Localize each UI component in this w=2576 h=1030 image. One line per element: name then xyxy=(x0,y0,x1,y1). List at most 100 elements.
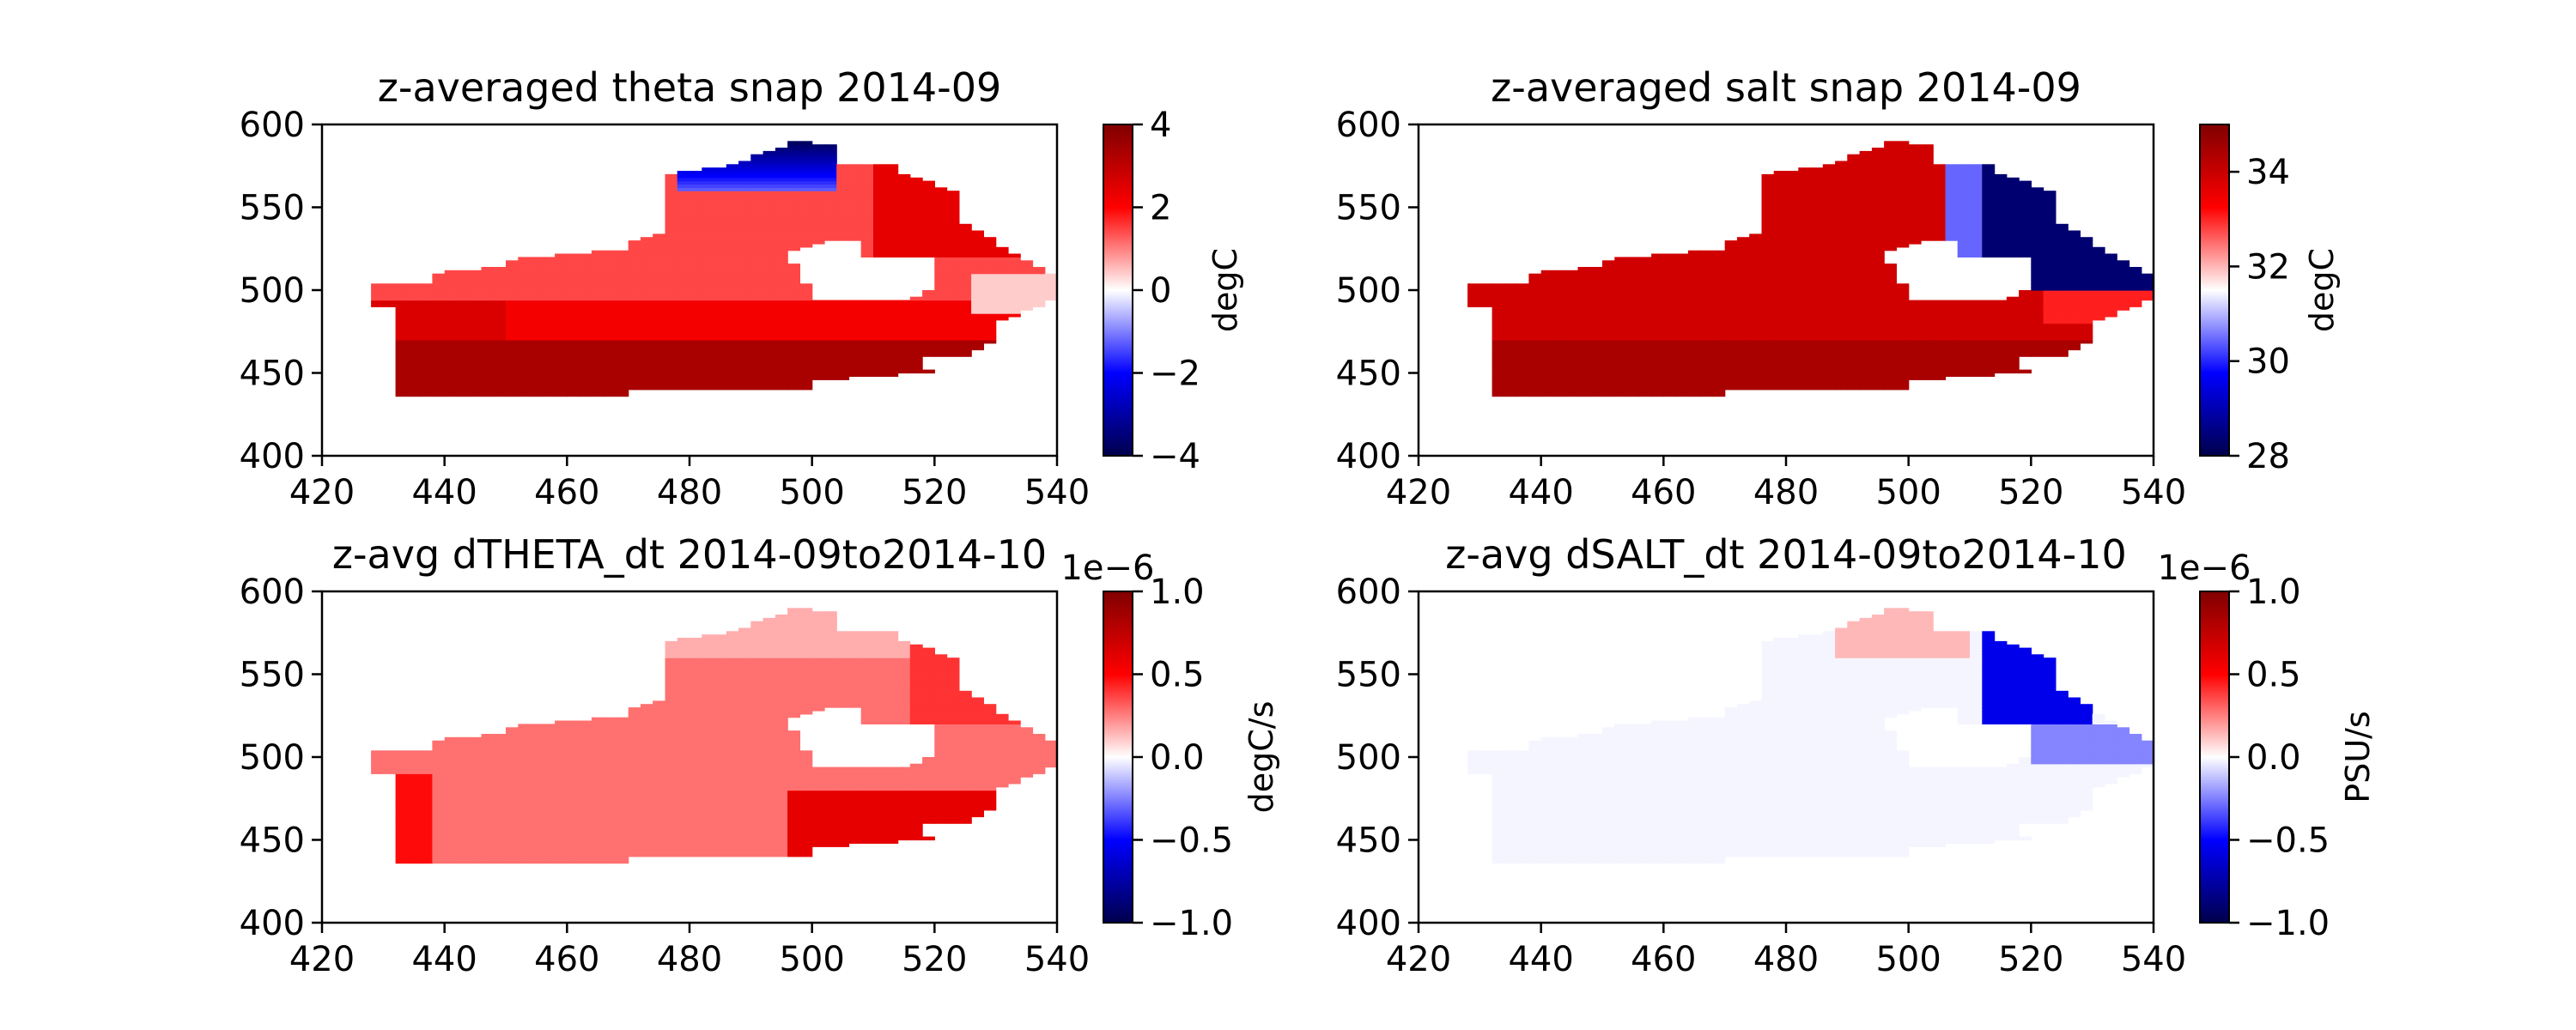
field-cell xyxy=(2031,316,2044,321)
field-cell xyxy=(1908,369,1922,374)
field-cell xyxy=(1810,207,1824,211)
field-cell xyxy=(1859,373,1873,377)
field-cell xyxy=(836,346,850,351)
field-cell xyxy=(469,303,483,307)
field-cell xyxy=(1663,253,1677,258)
field-cell xyxy=(726,240,739,245)
field-cell xyxy=(848,333,862,337)
field-cell xyxy=(1552,346,1566,351)
field-cell xyxy=(677,373,690,377)
field-cell xyxy=(775,369,788,374)
field-cell xyxy=(1810,257,1824,261)
field-cell xyxy=(530,310,544,314)
field-cell xyxy=(762,194,776,198)
field-cell xyxy=(2055,290,2069,294)
field-cell xyxy=(946,250,960,255)
field-cell xyxy=(1982,167,1996,172)
field-cell xyxy=(2043,260,2057,264)
field-cell xyxy=(2043,267,2057,271)
field-cell xyxy=(444,270,458,275)
field-cell xyxy=(1994,220,2008,225)
field-cell xyxy=(775,207,788,211)
field-cell xyxy=(1504,296,1517,301)
field-cell xyxy=(420,283,433,288)
field-cell xyxy=(787,360,800,364)
field-cell xyxy=(958,353,972,357)
field-cell xyxy=(1822,323,1836,328)
field-cell xyxy=(1749,250,1763,255)
field-cell xyxy=(506,280,519,284)
field-cell xyxy=(1773,287,1787,291)
field-cell xyxy=(1687,257,1701,261)
field-cell xyxy=(481,366,495,371)
field-cell xyxy=(1884,223,1897,228)
field-cell xyxy=(762,187,776,191)
field-cell xyxy=(1933,223,1947,228)
field-cell xyxy=(2068,296,2081,301)
field-cell xyxy=(616,342,629,348)
field-cell xyxy=(823,306,837,311)
field-cell xyxy=(750,240,764,245)
field-cell xyxy=(958,303,972,307)
field-cell xyxy=(922,313,935,318)
field-cell xyxy=(750,194,764,198)
field-cell xyxy=(591,373,605,377)
field-cell xyxy=(738,346,751,351)
field-cell xyxy=(1565,373,1579,377)
field-cell xyxy=(1933,336,1947,341)
field-cell xyxy=(591,257,605,261)
field-cell xyxy=(690,349,702,354)
field-cell xyxy=(1871,313,1885,318)
field-cell xyxy=(714,360,727,364)
field-cell xyxy=(1638,360,1652,364)
field-cell xyxy=(2019,290,2032,294)
field-cell xyxy=(946,330,960,334)
field-cell xyxy=(946,270,960,275)
field-cell xyxy=(2043,257,2057,261)
field-cell xyxy=(1835,300,1848,305)
field-cell xyxy=(1565,330,1579,334)
field-cell xyxy=(518,283,532,288)
field-cell xyxy=(1871,171,1885,175)
field-cell xyxy=(750,223,764,228)
field-cell xyxy=(983,300,997,305)
field-cell xyxy=(702,194,715,198)
field-cell xyxy=(823,373,837,377)
field-cell xyxy=(2043,253,2057,258)
field-cell xyxy=(2055,353,2069,357)
field-cell xyxy=(995,270,1009,275)
x-tick-label: 460 xyxy=(534,473,599,512)
field-cell xyxy=(1822,257,1836,261)
field-cell xyxy=(885,346,899,351)
field-cell xyxy=(2080,339,2093,344)
field-cell xyxy=(750,369,764,374)
field-cell xyxy=(836,362,850,367)
field-cell xyxy=(1920,313,1934,318)
field-cell xyxy=(1504,353,1517,357)
field-cell xyxy=(653,246,666,251)
field-cell xyxy=(1847,379,1861,384)
field-cell xyxy=(714,187,727,191)
field-cell xyxy=(885,223,899,228)
field-cell xyxy=(1614,293,1628,298)
field-cell xyxy=(909,180,923,185)
field-cell xyxy=(1540,287,1554,291)
field-cell xyxy=(983,264,997,268)
field-cell xyxy=(1614,316,1628,321)
field-cell xyxy=(799,141,813,145)
field-cell xyxy=(1994,233,2008,238)
field-cell xyxy=(1687,346,1701,351)
field-cell xyxy=(2031,200,2044,205)
field-cell xyxy=(469,376,483,380)
field-cell xyxy=(616,303,629,307)
field-cell xyxy=(762,227,776,232)
field-cell xyxy=(1516,323,1529,328)
field-cell xyxy=(2019,342,2032,348)
field-cell xyxy=(1945,210,1959,215)
field-cell xyxy=(690,366,702,371)
field-cell xyxy=(738,217,751,221)
field-cell xyxy=(1957,319,1971,324)
field-cell xyxy=(1859,296,1873,301)
field-cell xyxy=(542,276,556,282)
field-cell xyxy=(1957,214,1971,218)
